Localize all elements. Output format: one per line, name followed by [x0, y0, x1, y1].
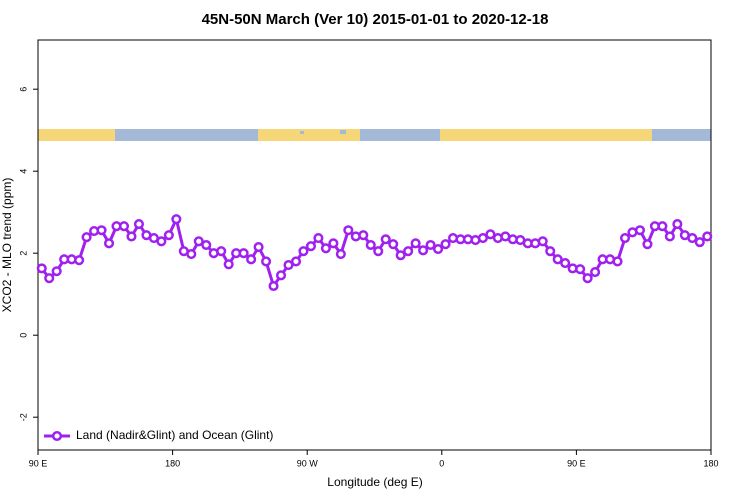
x-axis-label: Longitude (deg E)	[327, 475, 422, 489]
data-point	[261, 256, 272, 267]
y-axis-label: XCO2 - MLO trend (ppm)	[0, 178, 14, 313]
data-point	[186, 248, 197, 260]
data-point	[373, 246, 384, 257]
data-point	[290, 256, 302, 267]
data-point	[118, 221, 130, 232]
data-point	[672, 219, 683, 230]
legend-label: Land (Nadir&Glint) and Ocean (Glint)	[76, 428, 273, 442]
data-point	[163, 230, 174, 241]
data-point	[358, 230, 369, 241]
data-point	[575, 264, 586, 275]
data-point	[410, 238, 421, 249]
data-point	[201, 239, 212, 251]
data-point	[485, 229, 496, 240]
data-point	[687, 232, 698, 244]
y-tick-label: 4	[18, 169, 28, 174]
data-point	[537, 236, 548, 247]
data-point	[642, 239, 653, 250]
x-tick-label: 180	[703, 458, 718, 468]
data-point	[253, 242, 264, 253]
data-point	[216, 246, 227, 257]
data-point	[44, 273, 55, 284]
data-point	[246, 254, 257, 265]
data-point	[694, 237, 705, 248]
data-point	[403, 246, 414, 257]
data-point	[545, 246, 556, 257]
data-point	[328, 238, 339, 249]
plot-frame	[37, 39, 712, 451]
y-tick-label: -2	[18, 413, 28, 421]
data-point	[298, 246, 309, 257]
data-point	[171, 214, 182, 225]
data-point	[275, 270, 287, 281]
legend-marker	[51, 430, 63, 442]
data-point	[74, 255, 85, 266]
data-point	[103, 238, 115, 249]
data-point	[335, 248, 346, 260]
data-point	[388, 239, 399, 250]
data-point	[664, 231, 675, 242]
data-point	[343, 225, 354, 236]
data-point	[126, 231, 137, 242]
data-point	[223, 259, 234, 270]
data-point	[380, 234, 391, 245]
data-point	[552, 254, 563, 265]
x-tick-label: 180	[165, 458, 180, 468]
y-tick-label: 6	[18, 87, 28, 92]
data-point	[634, 225, 646, 236]
data-point	[425, 239, 436, 251]
data-point	[51, 266, 62, 277]
data-point	[238, 248, 249, 259]
data-point	[283, 260, 294, 271]
y-tick-label: 2	[18, 251, 28, 256]
data-point	[313, 232, 324, 244]
data-point	[156, 236, 167, 247]
x-tick-label: 90 E	[567, 458, 586, 468]
data-point	[193, 236, 204, 247]
data-point	[133, 219, 144, 230]
x-tick-label: 90 W	[297, 458, 319, 468]
data-point	[395, 250, 406, 261]
data-point	[96, 225, 107, 236]
data-point	[268, 280, 279, 292]
data-point	[305, 241, 316, 252]
y-tick-label: 0	[18, 333, 28, 338]
data-point	[612, 256, 623, 267]
data-point	[418, 245, 429, 256]
chart-title: 45N-50N March (Ver 10) 2015-01-01 to 202…	[202, 11, 549, 28]
data-point	[433, 244, 444, 255]
data-point	[440, 239, 451, 250]
data-point	[36, 263, 47, 274]
data-point	[365, 239, 376, 251]
data-point	[560, 257, 571, 269]
data-point	[657, 221, 668, 232]
data-point	[477, 232, 488, 244]
x-tick-label: 90 E	[29, 458, 48, 468]
data-point	[81, 232, 92, 243]
data-point	[582, 273, 593, 284]
data-point	[619, 232, 631, 244]
x-tick-label: 0	[439, 458, 444, 468]
data-point	[320, 243, 331, 254]
data-point	[702, 231, 713, 242]
land-ocean-strip	[38, 129, 711, 141]
data-point	[590, 267, 601, 278]
